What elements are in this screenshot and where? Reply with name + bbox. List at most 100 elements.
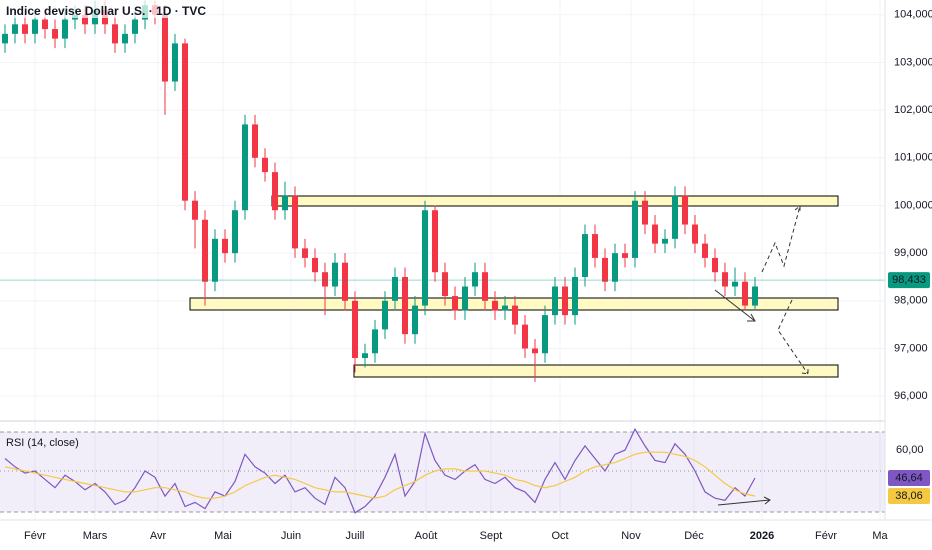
candle-body xyxy=(522,324,528,349)
x-tick-label: Août xyxy=(415,530,438,542)
y-tick-label: 104,000 xyxy=(894,9,932,21)
candle-body xyxy=(542,315,548,354)
candle-body xyxy=(172,43,178,82)
candle-body xyxy=(532,348,538,354)
candle-body xyxy=(292,195,298,249)
resistance-zone xyxy=(271,195,839,207)
y-tick-label: 100,000 xyxy=(894,199,932,211)
candle-body xyxy=(682,195,688,225)
rsi-line xyxy=(4,451,756,499)
candle-body xyxy=(272,172,278,211)
candle-body xyxy=(2,33,8,44)
candle-body xyxy=(402,276,408,335)
projection-up xyxy=(761,204,801,273)
candle-body xyxy=(372,329,378,354)
x-tick-label: Févr xyxy=(24,530,46,542)
candle-body xyxy=(412,305,418,335)
drawings xyxy=(714,204,809,506)
candle-body xyxy=(202,219,208,282)
candle-body xyxy=(322,272,328,287)
candle-body xyxy=(392,276,398,301)
candle-body xyxy=(212,238,218,282)
candle-body xyxy=(222,238,228,254)
candle-body xyxy=(672,195,678,239)
y-tick-label: 102,000 xyxy=(894,104,932,116)
candle-body xyxy=(702,243,708,258)
candle-body xyxy=(232,210,238,254)
candle-body xyxy=(362,353,368,359)
candle-body xyxy=(482,272,488,301)
last-price-box xyxy=(888,272,930,289)
x-tick-label: Nov xyxy=(621,530,641,542)
last-value-box xyxy=(888,487,930,504)
candle-body xyxy=(42,19,48,30)
candle-body xyxy=(502,305,508,311)
candle-body xyxy=(122,33,128,44)
candle-body xyxy=(162,14,168,82)
x-tick-label: Juill xyxy=(346,530,365,542)
x-tick-label: Oct xyxy=(551,530,568,542)
candle-body xyxy=(82,14,88,25)
candle-body xyxy=(562,286,568,316)
x-tick-label: 2026 xyxy=(750,530,774,542)
x-tick-label: Mars xyxy=(83,530,108,542)
candle-body xyxy=(462,286,468,311)
candle-body xyxy=(572,276,578,316)
candle-body xyxy=(112,24,118,44)
candle-body xyxy=(282,195,288,211)
y-tick-label: 99,000 xyxy=(894,247,928,259)
candle-body xyxy=(602,257,608,282)
candle-body xyxy=(552,286,558,316)
candle-body xyxy=(12,24,18,34)
candle-body xyxy=(732,281,738,287)
candle-body xyxy=(342,262,348,301)
x-tick-label: Déc xyxy=(684,530,704,542)
candle-body xyxy=(242,124,248,211)
candle-body xyxy=(692,224,698,244)
candle-body xyxy=(512,305,518,325)
y-tick-label: 98,000 xyxy=(894,295,928,307)
candle-body xyxy=(52,29,58,39)
x-tick-label: Ma xyxy=(872,530,888,542)
last-value-label: 38,06 xyxy=(895,490,923,502)
candle-body xyxy=(712,257,718,273)
y-tick-label: 97,000 xyxy=(894,342,928,354)
candle-body xyxy=(752,286,758,306)
y2-tick-label: 60,00 xyxy=(896,444,924,456)
candle-body xyxy=(62,19,68,39)
candle-body xyxy=(622,253,628,258)
candle-body xyxy=(352,300,358,359)
candle-body xyxy=(332,262,338,287)
y-tick-label: 96,000 xyxy=(894,390,928,402)
candle-body xyxy=(742,281,748,306)
candle-body xyxy=(652,224,658,244)
x-tick-label: Sept xyxy=(480,530,503,542)
candle-body xyxy=(182,43,188,201)
candle-body xyxy=(442,272,448,297)
candle-body xyxy=(192,200,198,220)
rsi-line xyxy=(4,427,756,514)
candle-body xyxy=(22,24,28,34)
last-value-box xyxy=(888,470,930,487)
candle-body xyxy=(382,300,388,330)
candle-body xyxy=(422,210,428,306)
x-tick-label: Févr xyxy=(815,530,837,542)
candle-body xyxy=(132,19,138,34)
x-tick-label: Avr xyxy=(150,530,167,542)
candle-body xyxy=(612,253,618,282)
trend-arrow xyxy=(714,289,756,322)
candle-body xyxy=(452,296,458,311)
last-price-label: 98,433 xyxy=(892,274,926,286)
title-bg xyxy=(0,0,170,18)
y-tick-label: 103,000 xyxy=(894,56,932,68)
chart-title: Indice devise Dollar U.S. · 1D · TVC xyxy=(6,4,206,18)
candle-body xyxy=(472,272,478,287)
candle-body xyxy=(662,238,668,244)
candle-body xyxy=(252,124,258,158)
candle-body xyxy=(492,300,498,311)
candle-body xyxy=(302,248,308,258)
candle-body xyxy=(312,257,318,273)
y-tick-label: 101,000 xyxy=(894,152,932,164)
candle-body xyxy=(592,234,598,258)
